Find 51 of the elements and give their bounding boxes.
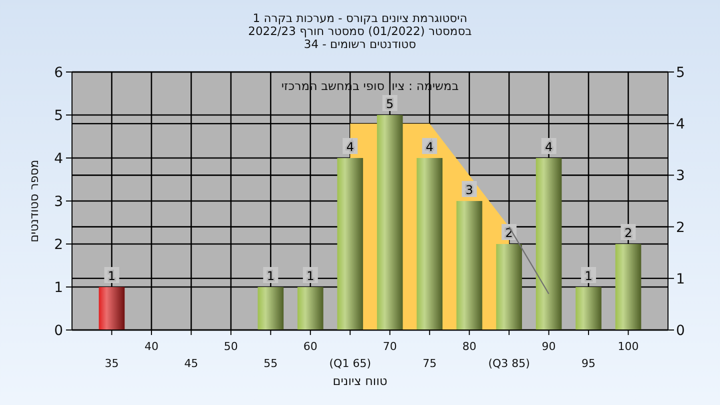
data-label: 1 <box>266 269 274 283</box>
bar <box>496 244 522 330</box>
y-tick-label: 1 <box>54 280 63 296</box>
y2-tick-label: 3 <box>676 168 685 184</box>
data-label: 1 <box>306 269 314 283</box>
x-tick-label: 70 <box>382 340 397 353</box>
data-label: 5 <box>386 97 394 111</box>
y-tick-label: 2 <box>54 237 63 253</box>
data-label: 3 <box>466 183 474 197</box>
data-label: 4 <box>544 140 553 154</box>
y-axis-title: מספר סטודנטים <box>27 160 41 242</box>
x-tick-label: 80 <box>462 340 476 353</box>
y-tick-label: 3 <box>54 194 63 210</box>
bar <box>576 287 602 330</box>
data-label: 4 <box>426 140 434 154</box>
bar <box>297 287 324 330</box>
x-tick-label: (Q1 65) <box>329 357 371 370</box>
y2-tick-label: 0 <box>676 323 685 339</box>
bar <box>98 287 125 330</box>
data-label: 1 <box>584 269 592 283</box>
bar <box>337 158 364 330</box>
x-tick-label: 55 <box>264 357 278 370</box>
x-tick-label: 35 <box>104 357 119 370</box>
y-tick-label: 4 <box>54 151 64 167</box>
x-axis-title: טווח ציונים <box>332 374 388 388</box>
x-tick-label: 50 <box>224 340 238 353</box>
bar <box>258 287 284 330</box>
y-tick-label: 5 <box>54 108 63 124</box>
x-tick-label: 95 <box>582 357 596 370</box>
x-tick-label: 40 <box>144 340 158 353</box>
x-tick-label: (Q3 85) <box>488 357 530 370</box>
bar <box>376 115 403 330</box>
y2-tick-label: 4 <box>676 116 685 133</box>
y2-tick-label: 5 <box>676 65 685 81</box>
bar <box>615 244 642 330</box>
x-tick-label: 60 <box>303 340 318 353</box>
chart-title: היסטוגרמת ציונים בקורס - מערכות בקרה 1 בסמסטר (01/2022) סמסטר חורף 2022/23 סטודנטים רשומים - 34 <box>248 11 472 51</box>
data-label: 2 <box>624 226 632 240</box>
bar <box>416 158 443 330</box>
y2-tick-label: 2 <box>676 220 685 236</box>
bar <box>456 201 482 330</box>
y-tick-label: 0 <box>54 323 63 339</box>
x-tick-label: 90 <box>542 340 556 353</box>
data-label: 1 <box>108 269 116 283</box>
x-tick-label: 45 <box>184 357 198 370</box>
y2-tick-label: 1 <box>676 271 685 288</box>
y-tick-label: 6 <box>54 65 64 81</box>
x-tick-label: 100 <box>618 340 639 353</box>
bar <box>536 158 562 330</box>
x-tick-label: 75 <box>422 357 437 370</box>
data-label: 4 <box>346 140 354 154</box>
